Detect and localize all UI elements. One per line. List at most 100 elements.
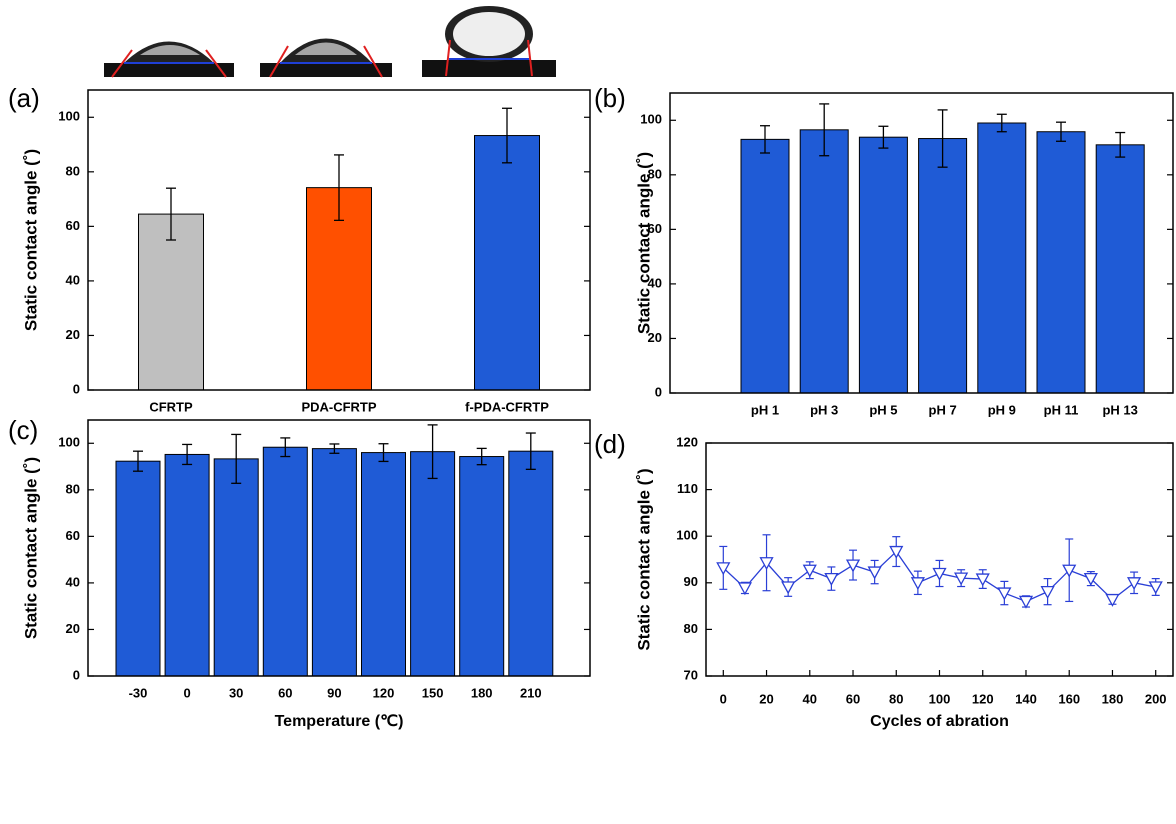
marker: [932, 567, 947, 581]
substrate: [260, 63, 392, 77]
y-tick-label: 0: [73, 381, 80, 396]
x-tick-label: 90: [327, 685, 341, 700]
x-tick-label: 180: [471, 685, 493, 700]
bar: [977, 122, 1027, 394]
marker: [1040, 586, 1055, 600]
bar: [306, 187, 372, 391]
y-tick-label: 60: [648, 221, 662, 236]
x-tick-label: 160: [1058, 691, 1080, 706]
x-tick-label: pH 1: [751, 402, 779, 417]
x-tick-label: pH 5: [869, 402, 897, 417]
bar: [858, 136, 908, 394]
x-tick-label: 20: [759, 691, 773, 706]
y-tick-label: 70: [684, 667, 698, 682]
plot-frame: [87, 419, 591, 677]
x-tick-label: 40: [803, 691, 817, 706]
marker: [737, 582, 753, 596]
bar: [799, 129, 849, 394]
x-tick-label: 200: [1145, 691, 1167, 706]
x-axis-label: Cycles of abration: [870, 713, 1009, 730]
marker: [1062, 564, 1077, 578]
y-axis-label: Static contact angle (˚): [21, 149, 40, 331]
droplet-highlight: [295, 42, 357, 55]
bar: [213, 458, 259, 677]
x-tick-label: pH 7: [929, 402, 957, 417]
y-tick-label: 100: [676, 528, 698, 543]
bar: [740, 138, 790, 394]
bar: [164, 453, 210, 677]
x-tick-label: 150: [422, 685, 444, 700]
x-tick-label: 180: [1102, 691, 1124, 706]
x-tick-label: pH 13: [1102, 402, 1137, 417]
x-tick-label: f-PDA-CFRTP: [465, 399, 549, 414]
marker: [1126, 577, 1142, 591]
x-tick-label: pH 11: [1044, 402, 1079, 417]
y-tick-label: 100: [640, 112, 662, 127]
y-tick-label: 40: [66, 272, 80, 287]
bar: [1095, 144, 1145, 394]
plot-frame: [87, 89, 591, 391]
tangent: [269, 45, 289, 78]
x-tick-label: pH 3: [810, 402, 838, 417]
y-tick-label: 120: [676, 434, 698, 449]
substrate: [422, 60, 556, 77]
y-tick-label: 80: [66, 163, 80, 178]
y-axis-label: Static contact angle (˚): [21, 457, 40, 639]
y-tick-label: 90: [684, 574, 698, 589]
x-axis-label: Temperature (℃): [275, 713, 404, 730]
droplet-highlight: [140, 45, 200, 55]
x-tick-label: 210: [520, 685, 542, 700]
marker: [975, 573, 990, 587]
marker: [1105, 593, 1120, 607]
x-tick-label: CFRTP: [149, 399, 193, 414]
panel-label: (c): [8, 415, 38, 445]
y-tick-label: 110: [677, 481, 698, 496]
bar: [410, 451, 456, 677]
x-tick-label: -30: [129, 685, 148, 700]
x-tick-label: 30: [229, 685, 243, 700]
marker: [954, 572, 969, 586]
y-tick-label: 80: [684, 621, 698, 636]
x-tick-label: 0: [720, 691, 727, 706]
x-tick-label: PDA-CFRTP: [301, 399, 376, 414]
bar: [459, 456, 505, 677]
marker: [824, 572, 839, 586]
tangent: [111, 49, 133, 78]
bar: [1036, 131, 1086, 394]
bar: [361, 452, 406, 677]
plot-frame: [705, 442, 1174, 677]
y-tick-label: 20: [648, 330, 662, 345]
bar: [262, 446, 308, 677]
marker: [1148, 581, 1163, 595]
x-tick-label: pH 9: [988, 402, 1016, 417]
y-tick-label: 80: [66, 481, 80, 496]
y-tick-label: 20: [66, 621, 80, 636]
droplet-highlight: [453, 12, 525, 56]
bar: [508, 450, 554, 677]
y-tick-label: 0: [655, 384, 662, 399]
marker: [802, 564, 817, 578]
x-tick-label: 0: [183, 685, 190, 700]
tangent: [363, 45, 383, 78]
bar: [115, 460, 161, 677]
x-tick-label: 60: [846, 691, 860, 706]
y-axis-label: Static contact angle (˚): [634, 468, 653, 650]
y-tick-label: 80: [648, 166, 662, 181]
panel-label: (a): [8, 83, 40, 113]
bar: [918, 138, 968, 394]
x-tick-label: 60: [278, 685, 292, 700]
marker: [716, 562, 731, 576]
y-tick-label: 40: [648, 275, 662, 290]
substrate: [104, 63, 234, 77]
marker: [759, 557, 774, 571]
y-tick-label: 60: [66, 218, 80, 233]
panel-label: (d): [594, 429, 626, 459]
y-tick-label: 100: [58, 109, 80, 124]
x-tick-label: 100: [929, 691, 951, 706]
bar: [311, 448, 357, 677]
droplet-images: [104, 6, 556, 78]
y-tick-label: 20: [66, 327, 80, 342]
y-tick-label: 40: [66, 574, 80, 589]
y-tick-label: 60: [66, 528, 80, 543]
